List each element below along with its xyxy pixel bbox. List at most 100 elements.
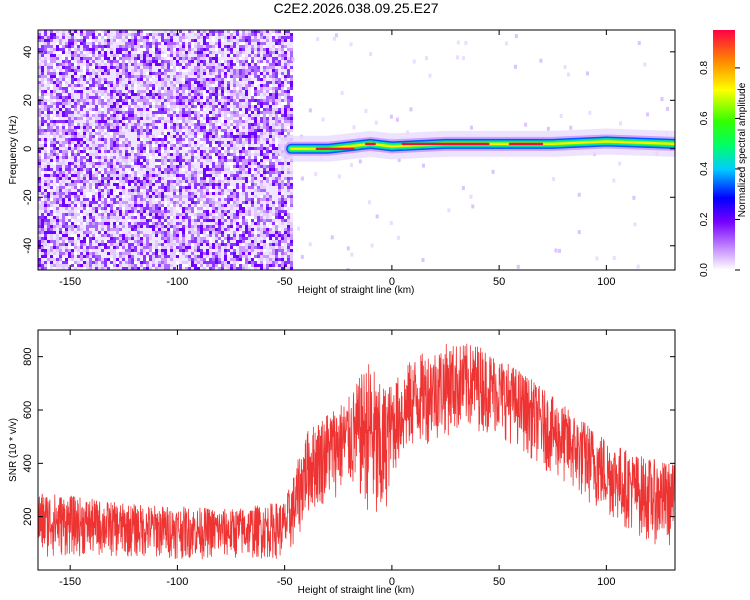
noise-cell [83, 237, 86, 240]
noise-cell [77, 198, 80, 201]
noise-cell [215, 75, 218, 78]
noise-cell [185, 207, 188, 210]
noise-cell [128, 87, 131, 90]
noise-cell [92, 162, 95, 165]
noise-cell [161, 222, 164, 225]
noise-cell [194, 252, 197, 255]
noise-cell [221, 171, 224, 174]
noise-cell [188, 105, 191, 108]
noise-cell [101, 240, 104, 243]
noise-cell [80, 246, 83, 249]
noise-cell [215, 111, 218, 114]
noise-cell [59, 69, 62, 72]
noise-cell [221, 144, 224, 147]
noise-cell [179, 72, 182, 75]
noise-cell [179, 189, 182, 192]
noise-cell [245, 255, 248, 258]
noise-cell [233, 150, 236, 153]
noise-cell [50, 258, 53, 261]
noise-cell [224, 165, 227, 168]
noise-cell [74, 156, 77, 159]
noise-cell [191, 174, 194, 177]
noise-cell [197, 168, 200, 171]
noise-cell [161, 255, 164, 258]
noise-cell [215, 108, 218, 111]
noise-cell [104, 171, 107, 174]
noise-cell [158, 219, 161, 222]
noise-cell [110, 108, 113, 111]
noise-cell [86, 120, 89, 123]
noise-cell [227, 135, 230, 138]
noise-cell [104, 186, 107, 189]
noise-cell [125, 147, 128, 150]
noise-cell [206, 171, 209, 174]
noise-cell [143, 168, 146, 171]
noise-cell [224, 228, 227, 231]
noise-cell [92, 45, 95, 48]
noise-cell [89, 45, 92, 48]
noise-cell [182, 117, 185, 123]
noise-cell [128, 243, 131, 249]
noise-cell [230, 228, 233, 231]
noise-cell [176, 102, 179, 105]
noise-cell [50, 252, 53, 255]
noise-cell [92, 141, 95, 144]
noise-cell [65, 159, 68, 162]
noise-cell [134, 81, 137, 84]
noise-cell [179, 177, 182, 180]
noise-cell [125, 42, 128, 45]
noise-cell [80, 165, 83, 168]
noise-cell [239, 264, 242, 270]
noise-cell [182, 180, 185, 183]
noise-cell [59, 183, 62, 186]
noise-cell [152, 72, 155, 75]
noise-cell [200, 51, 203, 54]
noise-cell [74, 240, 77, 243]
noise-cell [38, 42, 41, 45]
noise-cell [137, 252, 140, 255]
noise-cell [53, 210, 56, 213]
noise-cell [167, 168, 170, 171]
noise-cell [161, 267, 164, 270]
noise-cell [164, 165, 167, 168]
noise-cell [140, 57, 143, 60]
noise-cell [179, 105, 182, 108]
noise-cell [44, 255, 47, 258]
noise-cell [116, 165, 119, 168]
noise-cell [50, 99, 53, 102]
noise-cell [191, 147, 194, 150]
noise-cell [176, 81, 179, 84]
noise-cell [242, 168, 245, 171]
noise-cell [245, 141, 248, 144]
noise-cell [131, 159, 134, 162]
noise-cell [44, 108, 47, 111]
noise-cell [155, 183, 158, 189]
noise-cell [80, 93, 83, 99]
noise-cell [194, 186, 197, 189]
noise-cell [149, 201, 152, 204]
noise-cell [86, 66, 89, 69]
noise-cell [50, 189, 53, 192]
noise-cell [110, 249, 113, 252]
noise-cell [101, 222, 104, 225]
noise-cell [245, 264, 248, 267]
noise-cell [224, 237, 227, 240]
noise-cell [212, 258, 215, 261]
noise-cell [212, 123, 215, 129]
noise-cell [173, 210, 176, 216]
noise-cell [200, 81, 203, 84]
noise-cell [143, 204, 146, 207]
noise-cell [41, 180, 44, 183]
noise-cell [140, 60, 143, 63]
noise-cell [215, 168, 218, 171]
noise-cell [239, 216, 242, 219]
noise-cell [206, 246, 209, 249]
noise-cell [140, 39, 143, 42]
noise-cell [152, 189, 155, 192]
noise-cell [197, 138, 200, 141]
noise-cell [200, 237, 203, 243]
noise-cell [155, 258, 158, 261]
noise-cell [245, 159, 248, 162]
noise-cell [158, 144, 161, 147]
noise-cell [128, 237, 131, 240]
